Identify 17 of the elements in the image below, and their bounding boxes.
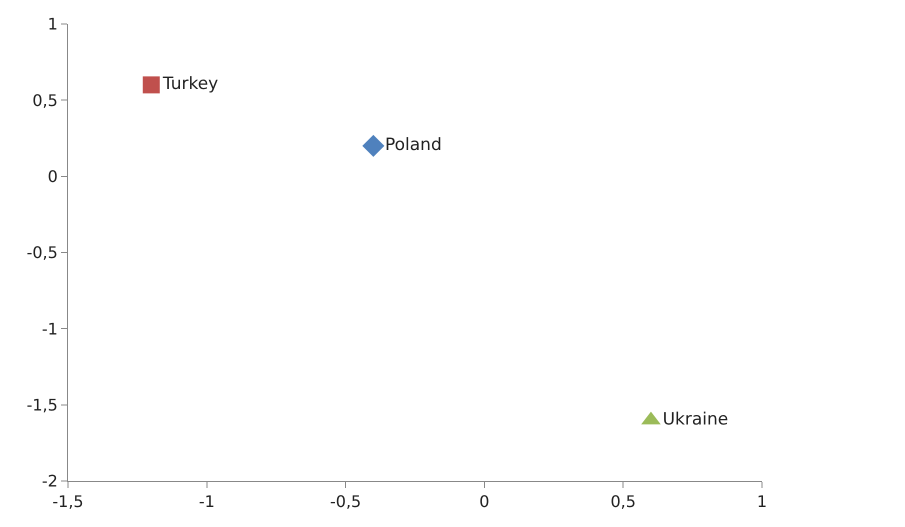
y-tick-label: 0,5 — [32, 90, 58, 110]
y-tick-label: -2 — [42, 472, 58, 491]
x-tick-label: 0 — [479, 492, 490, 512]
y-tick-label: -1 — [42, 319, 58, 338]
series-label: Poland — [384, 135, 442, 156]
x-tick-label: -1 — [198, 492, 215, 512]
point — [142, 76, 160, 94]
y-tick-label: 0 — [48, 166, 58, 186]
y-tick-label: 1 — [48, 14, 58, 34]
series-label: Ukraine — [662, 409, 728, 430]
point — [362, 134, 384, 157]
x-tick-label: -0,5 — [330, 492, 362, 512]
y-tick-label: -0,5 — [26, 243, 58, 262]
y-tick-label: -1,5 — [26, 395, 58, 414]
series-label: Turkey — [162, 74, 218, 94]
x-tick-label: 1 — [756, 492, 768, 512]
x-tick-label: 0,5 — [610, 492, 636, 512]
